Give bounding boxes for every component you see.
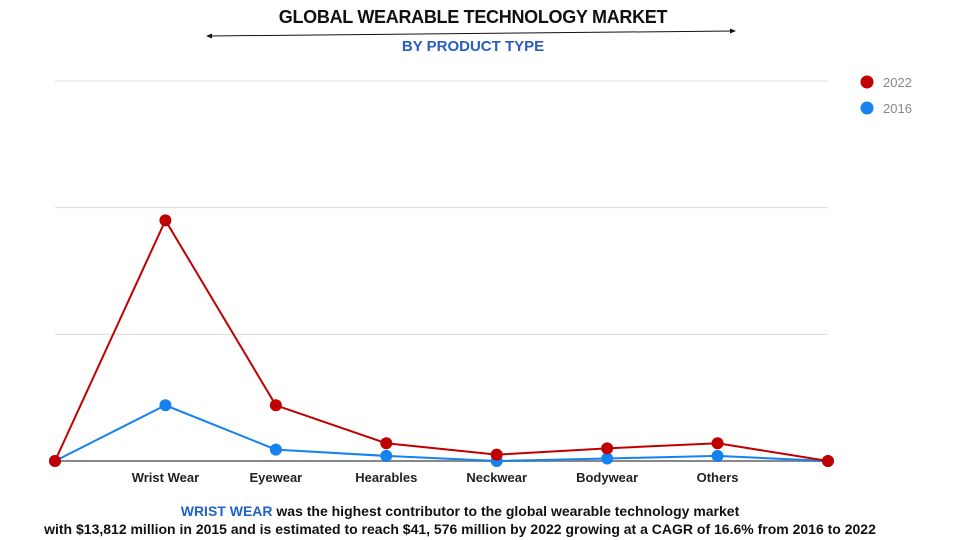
caption-line-1: WRIST WEAR was the highest contributor t…	[0, 503, 920, 519]
title-arrow-left-head	[206, 33, 212, 39]
series-line-2016	[54, 404, 829, 463]
chart-subtitle: BY PRODUCT TYPE	[401, 38, 545, 55]
x-tick-label: Hearables	[355, 470, 417, 485]
x-tick-label: Neckwear	[466, 470, 527, 485]
caption-highlight: WRIST WEAR	[180, 503, 273, 519]
caption-line-1-text: was the highest contributor to the globa…	[272, 503, 740, 519]
legend-label: 2016	[883, 101, 912, 116]
data-point-2022	[822, 455, 834, 467]
chart-title: GLOBAL WEARABLE TECHNOLOGY MARKET	[278, 7, 668, 27]
series-line-2022	[54, 218, 829, 462]
data-point-2016	[380, 449, 393, 462]
data-point-2022	[490, 448, 503, 461]
data-point-2016	[159, 399, 172, 412]
data-point-2016	[711, 449, 724, 462]
data-point-2022	[269, 399, 282, 412]
data-point-2022	[711, 437, 724, 450]
x-tick-label: Eyewear	[249, 470, 302, 485]
caption-line-2: with $13,812 million in 2015 and is esti…	[44, 521, 876, 537]
data-point-2016	[601, 452, 614, 465]
data-point-2022	[601, 442, 614, 455]
x-tick-label: Bodywear	[576, 470, 638, 485]
title-arrow-right-head	[730, 28, 736, 34]
x-tick-label: Others	[697, 470, 739, 485]
data-point-2016	[269, 443, 282, 456]
title-arrow	[207, 30, 735, 37]
data-point-2022	[159, 214, 172, 227]
data-point-2022	[380, 437, 393, 450]
legend-marker-2022	[860, 75, 874, 89]
legend-label: 2022	[883, 75, 912, 90]
x-tick-label: Wrist Wear	[132, 470, 199, 485]
legend-marker-2016	[860, 101, 874, 115]
data-point-2022	[49, 455, 61, 467]
